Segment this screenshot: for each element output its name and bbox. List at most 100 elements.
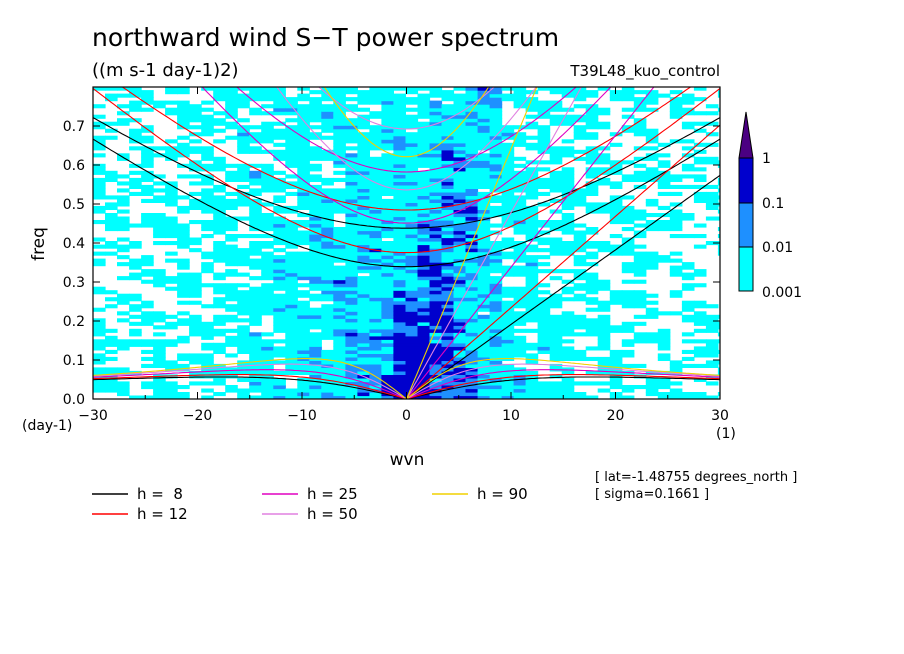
power-cell bbox=[609, 170, 623, 175]
power-cell bbox=[597, 360, 611, 365]
power-cell bbox=[489, 283, 503, 288]
power-cell bbox=[333, 153, 346, 158]
power-cell bbox=[117, 255, 130, 260]
power-cell bbox=[285, 125, 298, 130]
dispersion-curve bbox=[405, 87, 538, 399]
power-cell bbox=[489, 132, 503, 137]
power-cell bbox=[249, 107, 262, 112]
power-cell bbox=[369, 87, 382, 91]
power-cell bbox=[165, 87, 178, 91]
power-cell bbox=[333, 258, 346, 263]
power-cell bbox=[465, 100, 479, 105]
power-cell bbox=[201, 388, 214, 393]
power-cell bbox=[249, 276, 262, 281]
power-cell bbox=[381, 279, 394, 284]
power-cell bbox=[273, 205, 286, 210]
power-cell bbox=[489, 125, 503, 130]
power-cell bbox=[501, 195, 515, 200]
power-cell bbox=[525, 209, 539, 214]
power-cell bbox=[657, 332, 671, 337]
power-cell bbox=[105, 244, 118, 249]
power-cell bbox=[285, 244, 298, 249]
power-cell bbox=[645, 139, 659, 144]
power-cell bbox=[393, 170, 406, 175]
power-cell bbox=[297, 195, 310, 200]
power-cell bbox=[333, 385, 346, 390]
power-cell bbox=[333, 139, 346, 144]
power-cell bbox=[177, 142, 190, 147]
power-cell bbox=[213, 392, 226, 397]
power-cell bbox=[405, 339, 419, 344]
power-cell bbox=[549, 349, 563, 354]
power-cell bbox=[405, 195, 419, 200]
power-cell bbox=[441, 332, 455, 337]
power-cell bbox=[345, 153, 358, 158]
power-cell bbox=[717, 325, 720, 330]
power-cell bbox=[405, 241, 419, 246]
power-cell bbox=[633, 293, 647, 298]
power-cell bbox=[297, 191, 310, 196]
power-cell bbox=[513, 230, 527, 235]
power-cell bbox=[609, 353, 623, 358]
power-cell bbox=[321, 156, 334, 161]
power-cell bbox=[429, 118, 443, 123]
power-cell bbox=[645, 93, 659, 98]
power-cell bbox=[513, 163, 527, 168]
power-cell bbox=[381, 139, 394, 144]
power-cell bbox=[453, 118, 467, 123]
power-cell bbox=[441, 174, 455, 179]
power-cell bbox=[501, 314, 515, 319]
power-cell bbox=[465, 248, 479, 253]
power-cell bbox=[441, 146, 455, 151]
power-cell bbox=[213, 87, 226, 91]
power-cell bbox=[405, 220, 419, 225]
power-cell bbox=[429, 114, 443, 119]
power-cell bbox=[525, 272, 539, 277]
power-cell bbox=[309, 213, 322, 218]
power-cell bbox=[597, 321, 611, 326]
power-cell bbox=[405, 234, 419, 239]
power-cell bbox=[405, 335, 419, 340]
power-cell bbox=[273, 220, 286, 225]
power-cell bbox=[501, 132, 515, 137]
power-cell bbox=[489, 255, 503, 260]
power-cell bbox=[489, 100, 503, 105]
power-cell bbox=[105, 195, 118, 200]
power-cell bbox=[249, 286, 262, 291]
power-cell bbox=[681, 125, 695, 130]
power-cell bbox=[285, 276, 298, 281]
power-cell bbox=[153, 342, 166, 347]
power-cell bbox=[501, 290, 515, 295]
power-cell bbox=[333, 93, 346, 98]
power-cell bbox=[417, 227, 431, 232]
power-cell bbox=[609, 385, 623, 390]
power-cell bbox=[261, 181, 274, 186]
power-cell bbox=[393, 177, 406, 182]
power-cell bbox=[177, 318, 190, 323]
power-cell bbox=[129, 128, 142, 133]
power-cell bbox=[117, 174, 130, 179]
power-cell bbox=[561, 356, 575, 361]
power-cell bbox=[261, 167, 274, 172]
power-cell bbox=[717, 209, 720, 214]
power-cell bbox=[201, 227, 214, 232]
power-cell bbox=[345, 227, 358, 232]
power-cell bbox=[561, 114, 575, 119]
power-cell bbox=[321, 307, 334, 312]
power-cell bbox=[453, 307, 467, 312]
power-cell bbox=[237, 132, 250, 137]
power-cell bbox=[441, 265, 455, 270]
power-cell bbox=[285, 265, 298, 270]
power-cell bbox=[537, 300, 551, 305]
power-cell bbox=[549, 188, 563, 193]
power-cell bbox=[429, 293, 443, 298]
power-cell bbox=[273, 198, 286, 203]
power-cell bbox=[321, 223, 334, 228]
power-cell bbox=[201, 146, 214, 151]
power-cell bbox=[225, 370, 238, 375]
power-cell bbox=[249, 223, 262, 228]
power-cell bbox=[393, 213, 406, 218]
power-cell bbox=[177, 227, 190, 232]
power-cell bbox=[609, 300, 623, 305]
power-cell bbox=[93, 125, 106, 130]
